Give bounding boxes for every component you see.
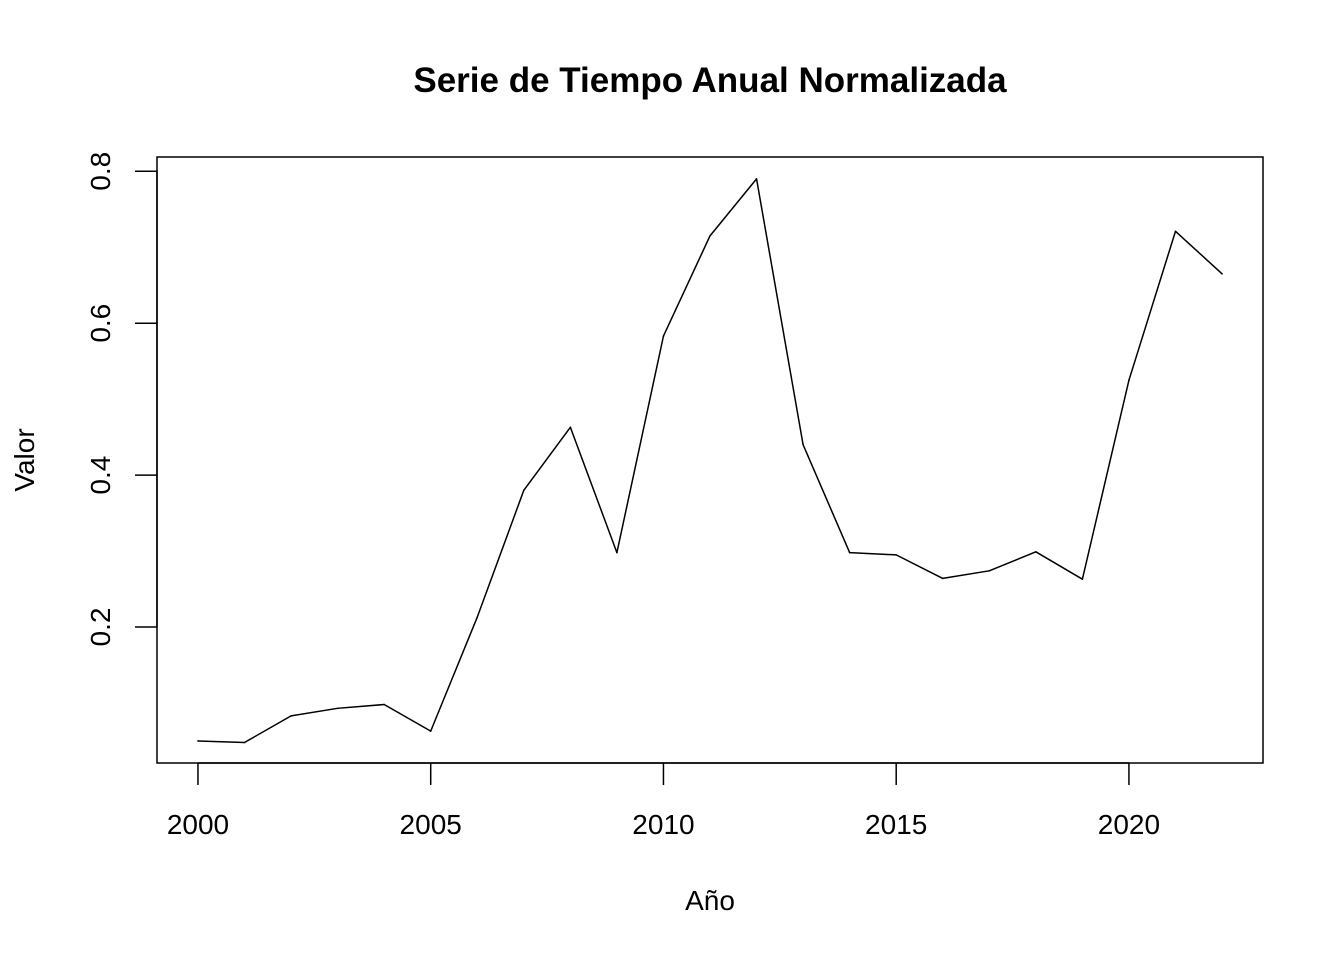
series-line [197,178,1223,744]
data-point [616,551,618,554]
data-point [197,740,199,742]
data-point [1035,551,1037,553]
x-tick-label: 2000 [167,809,229,840]
x-tick-label: 2015 [865,809,927,840]
data-point [802,443,804,446]
data-point [895,554,897,556]
y-tick-label: 0.2 [85,608,116,647]
data-point [755,178,758,180]
data-point [523,489,525,492]
x-tick-label: 2020 [1098,809,1160,840]
data-point [243,741,246,744]
data-point [1081,578,1084,580]
data-point [1221,273,1223,275]
y-tick-label: 0.6 [85,304,116,343]
data-point [569,426,572,429]
data-point [336,707,339,710]
data-point [290,715,292,717]
data-point [662,335,665,337]
data-point [429,730,432,732]
data-point [383,703,385,706]
plot-frame [156,156,1264,764]
y-tick-label: 0.4 [85,456,116,495]
data-point [476,616,479,618]
x-axis-label: Año [685,885,735,916]
x-tick-label: 2005 [400,809,462,840]
chart-title: Serie de Tiempo Anual Normalizada [413,61,1007,100]
y-tick-label: 0.8 [85,152,116,191]
y-axis-label: Valor [9,428,40,491]
data-point [988,570,991,572]
data-point [941,577,944,580]
x-tick-label: 2010 [632,809,694,840]
x-axis: 2000 2005 2010 2015 2020 [167,762,1160,840]
y-axis: 0.2 0.4 0.6 0.8 [85,152,158,647]
data-point [1128,379,1130,381]
series-group [197,178,1223,744]
data-point [1174,230,1177,233]
data-point [709,235,711,237]
data-point [848,551,851,554]
